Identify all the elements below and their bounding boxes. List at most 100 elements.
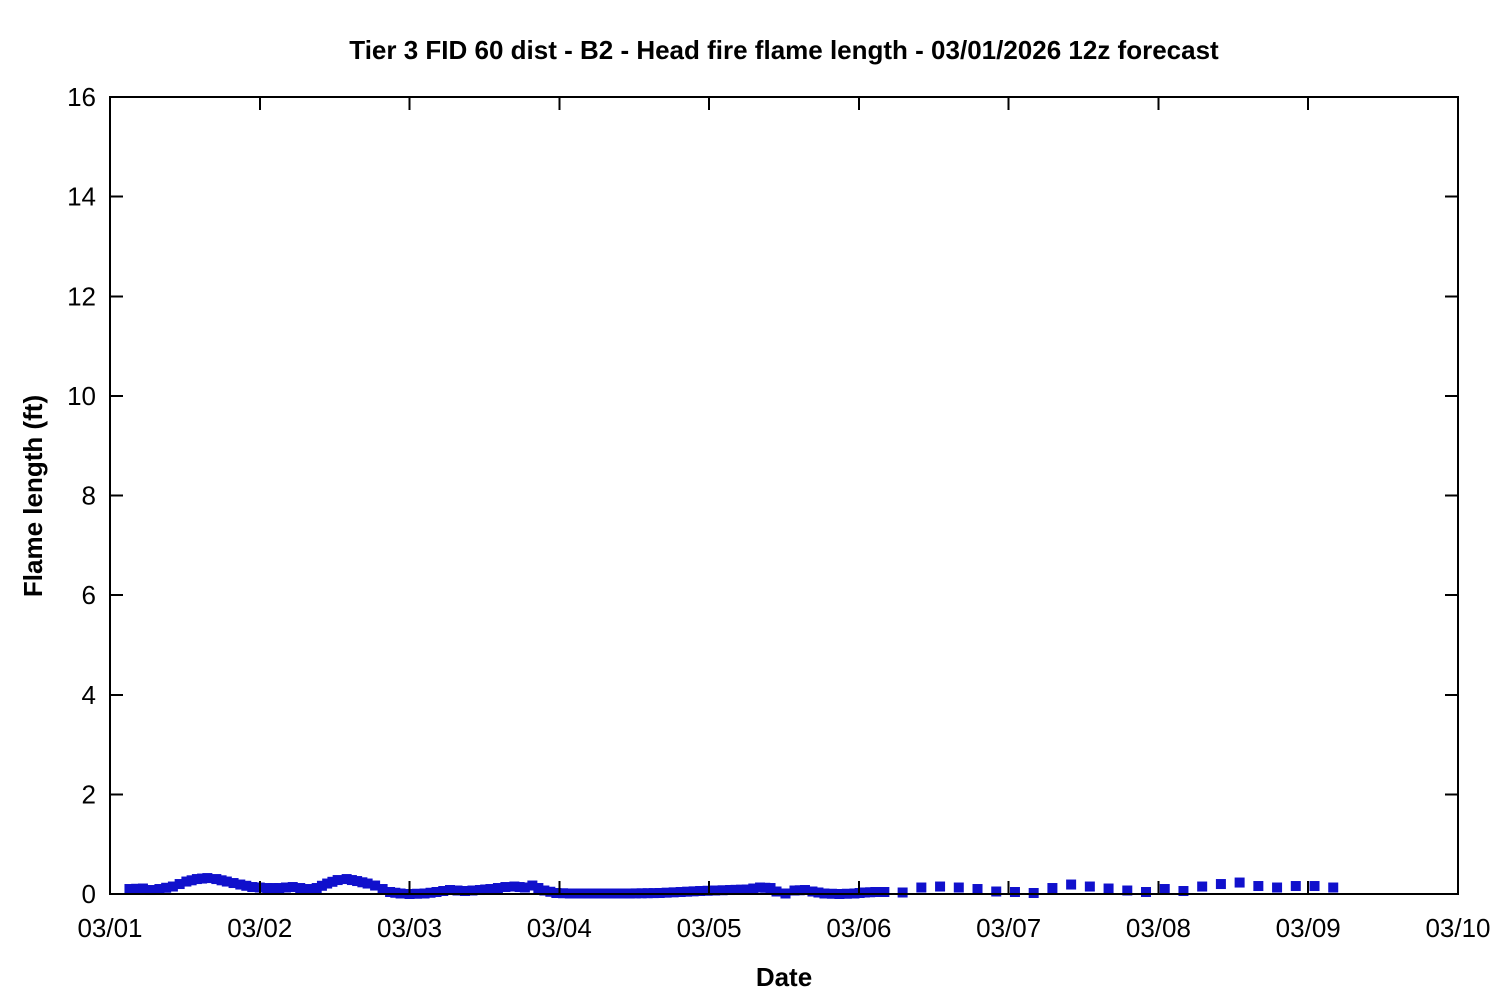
- data-point-marker: [730, 884, 741, 895]
- data-point-marker: [145, 885, 156, 896]
- data-point-marker: [682, 886, 693, 897]
- data-point-marker: [322, 878, 333, 889]
- data-point-marker: [221, 876, 232, 887]
- data-point-marker: [459, 886, 470, 897]
- data-point-marker: [865, 887, 876, 898]
- data-point-marker: [717, 885, 728, 896]
- data-point-marker: [748, 883, 759, 894]
- data-point-marker: [280, 882, 291, 893]
- data-point-marker: [385, 887, 396, 898]
- data-point-marker: [935, 881, 946, 892]
- data-point-marker: [228, 878, 239, 889]
- data-point-marker: [211, 874, 222, 885]
- data-point-marker: [1084, 881, 1095, 892]
- x-tick-label: 03/02: [227, 913, 292, 943]
- data-point-marker: [181, 876, 192, 887]
- data-point-marker: [341, 874, 352, 885]
- data-point-marker: [1272, 882, 1283, 893]
- data-point-marker: [755, 882, 766, 893]
- data-point-marker: [480, 884, 491, 895]
- data-point-marker: [452, 885, 463, 896]
- data-point-marker: [527, 880, 538, 891]
- data-point-marker: [425, 887, 436, 898]
- data-point-marker: [794, 885, 805, 896]
- data-point-marker: [1234, 877, 1245, 888]
- data-point-marker: [247, 882, 258, 893]
- y-tick-labels: 0 2 4 6 8 10 12 14 16: [67, 82, 96, 909]
- data-point-marker: [879, 887, 890, 898]
- data-point-marker: [311, 883, 322, 894]
- chart-title: Tier 3 FID 60 dist - B2 - Head fire flam…: [349, 35, 1219, 65]
- x-axis-label: Date: [756, 962, 812, 992]
- y-tick-label: 16: [67, 82, 96, 112]
- data-point-marker: [362, 878, 373, 889]
- data-point-marker: [710, 885, 721, 896]
- data-point-marker: [760, 882, 771, 893]
- data-point-marker: [332, 875, 343, 886]
- data-point-marker: [202, 873, 213, 884]
- data-point-marker: [991, 886, 1002, 897]
- data-point-marker: [174, 879, 185, 890]
- data-point-marker: [972, 884, 983, 895]
- data-point-marker: [771, 886, 782, 897]
- data-point-marker: [124, 884, 135, 895]
- data-point-marker: [377, 884, 388, 895]
- data-point-marker: [241, 880, 252, 891]
- data-point-marker: [492, 883, 503, 894]
- y-tick-label: 14: [67, 182, 96, 212]
- x-tick-label: 03/01: [77, 913, 142, 943]
- data-point-marker: [287, 882, 298, 893]
- data-point-marker: [154, 884, 165, 895]
- data-point-marker: [137, 883, 148, 894]
- x-tick-label: 03/03: [377, 913, 442, 943]
- data-point-marker: [474, 885, 485, 896]
- y-tick-label: 12: [67, 281, 96, 311]
- data-point-marker: [197, 873, 208, 884]
- data-point-marker: [268, 883, 279, 894]
- data-point-marker: [1215, 879, 1226, 890]
- data-point-marker: [390, 887, 401, 898]
- data-point-marker: [870, 887, 881, 898]
- data-point-marker: [799, 885, 810, 896]
- data-point-marker: [545, 886, 556, 897]
- x-tick-label: 03/07: [976, 913, 1041, 943]
- data-point-marker: [357, 877, 368, 888]
- data-point-marker: [519, 882, 530, 893]
- data-point-marker: [1309, 881, 1320, 892]
- data-point-marker: [186, 875, 197, 886]
- data-point-marker: [509, 881, 520, 892]
- data-point-marker: [897, 887, 908, 898]
- data-point-marker: [675, 887, 686, 898]
- data-point-marker: [1328, 882, 1339, 893]
- data-point-marker: [346, 875, 357, 886]
- data-point-marker: [539, 885, 550, 896]
- x-tick-label: 03/08: [1126, 913, 1191, 943]
- data-point-marker: [295, 883, 306, 894]
- y-tick-label: 0: [82, 879, 96, 909]
- y-tick-label: 6: [82, 580, 96, 610]
- data-point-marker: [695, 886, 706, 897]
- data-point-marker: [789, 885, 800, 896]
- x-tick-label: 03/05: [677, 913, 742, 943]
- plot-frame: [109, 96, 1459, 895]
- data-point-marker: [467, 885, 478, 896]
- data-point-marker: [1141, 887, 1152, 898]
- y-tick-label: 2: [82, 779, 96, 809]
- data-point-marker: [327, 876, 338, 887]
- data-point-marker: [438, 886, 449, 897]
- data-point-marker: [725, 885, 736, 896]
- data-point-marker: [1290, 881, 1301, 892]
- data-point-marker: [1122, 885, 1133, 896]
- y-tick-label: 10: [67, 381, 96, 411]
- data-point-marker: [1197, 881, 1208, 892]
- data-point-marker: [741, 884, 752, 895]
- data-point-marker: [1103, 883, 1114, 894]
- data-point-marker: [813, 887, 824, 898]
- data-point-marker: [533, 883, 544, 894]
- data-point-marker: [274, 883, 285, 894]
- data-point-marker: [262, 883, 273, 894]
- data-point-marker: [916, 882, 927, 893]
- data-point-marker: [661, 887, 672, 898]
